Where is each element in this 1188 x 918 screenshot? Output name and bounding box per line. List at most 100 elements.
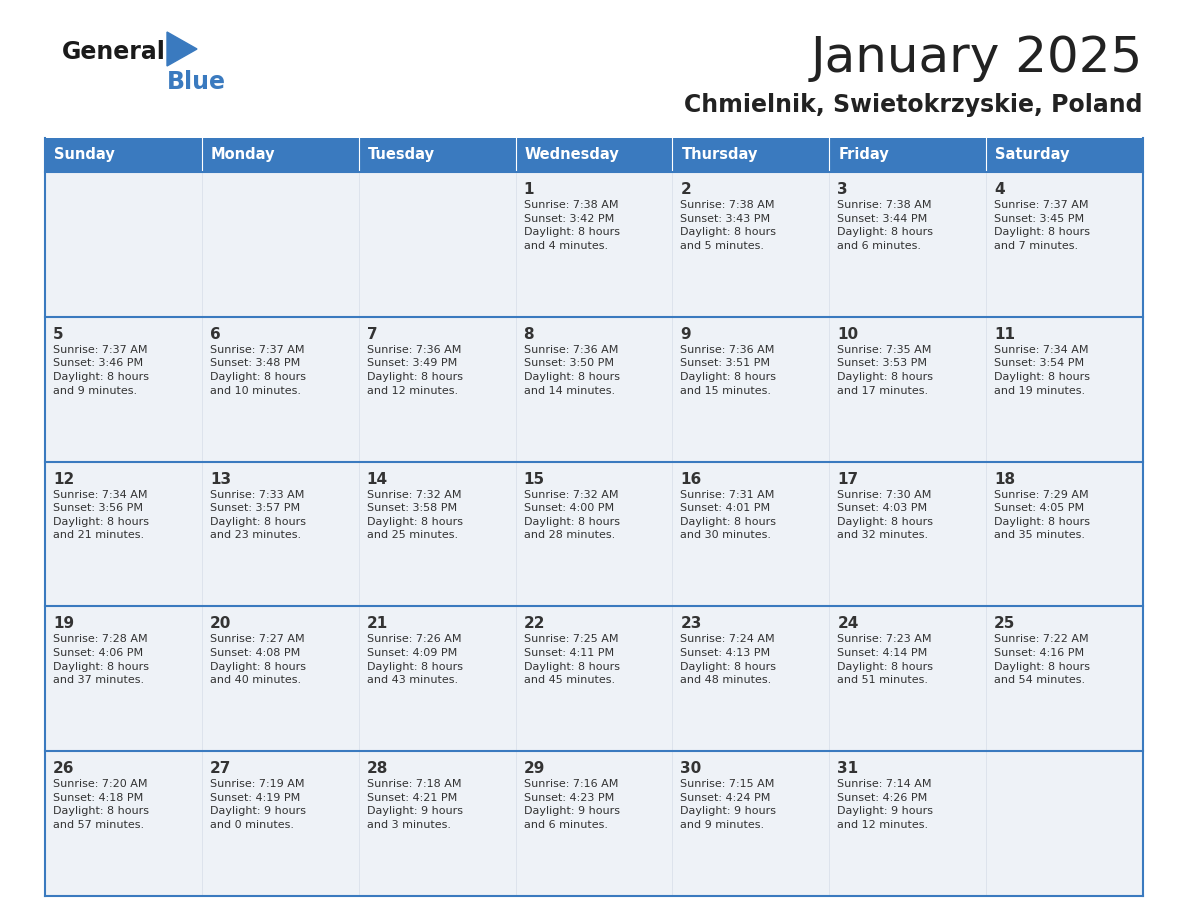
Text: 26: 26 <box>53 761 75 777</box>
Bar <box>359 138 516 172</box>
Bar <box>672 751 829 896</box>
Bar <box>359 172 516 317</box>
Bar <box>672 138 829 172</box>
Text: 20: 20 <box>210 616 232 632</box>
Bar <box>45 172 202 317</box>
Text: 22: 22 <box>524 616 545 632</box>
Text: Wednesday: Wednesday <box>525 148 619 162</box>
Text: Sunrise: 7:19 AM
Sunset: 4:19 PM
Daylight: 9 hours
and 0 minutes.: Sunrise: 7:19 AM Sunset: 4:19 PM Dayligh… <box>210 779 305 830</box>
Bar <box>359 317 516 462</box>
Text: 25: 25 <box>994 616 1016 632</box>
Bar <box>359 607 516 751</box>
Text: Sunrise: 7:22 AM
Sunset: 4:16 PM
Daylight: 8 hours
and 54 minutes.: Sunrise: 7:22 AM Sunset: 4:16 PM Dayligh… <box>994 634 1091 685</box>
Text: 18: 18 <box>994 472 1016 487</box>
Text: Sunrise: 7:35 AM
Sunset: 3:53 PM
Daylight: 8 hours
and 17 minutes.: Sunrise: 7:35 AM Sunset: 3:53 PM Dayligh… <box>838 345 934 396</box>
Bar <box>672 172 829 317</box>
Text: 19: 19 <box>53 616 74 632</box>
Text: 5: 5 <box>53 327 64 341</box>
Bar <box>516 172 672 317</box>
Bar <box>45 751 202 896</box>
Text: 31: 31 <box>838 761 859 777</box>
Text: Sunrise: 7:36 AM
Sunset: 3:51 PM
Daylight: 8 hours
and 15 minutes.: Sunrise: 7:36 AM Sunset: 3:51 PM Dayligh… <box>681 345 777 396</box>
Text: Sunrise: 7:36 AM
Sunset: 3:49 PM
Daylight: 8 hours
and 12 minutes.: Sunrise: 7:36 AM Sunset: 3:49 PM Dayligh… <box>367 345 462 396</box>
Text: Sunrise: 7:33 AM
Sunset: 3:57 PM
Daylight: 8 hours
and 23 minutes.: Sunrise: 7:33 AM Sunset: 3:57 PM Dayligh… <box>210 489 305 541</box>
Bar <box>359 751 516 896</box>
Bar <box>829 317 986 462</box>
Bar <box>829 462 986 607</box>
Bar <box>45 317 202 462</box>
Bar <box>516 751 672 896</box>
Text: 7: 7 <box>367 327 378 341</box>
Bar <box>986 138 1143 172</box>
Bar <box>45 138 202 172</box>
Text: Friday: Friday <box>839 148 889 162</box>
Text: 15: 15 <box>524 472 544 487</box>
Text: Sunrise: 7:27 AM
Sunset: 4:08 PM
Daylight: 8 hours
and 40 minutes.: Sunrise: 7:27 AM Sunset: 4:08 PM Dayligh… <box>210 634 305 685</box>
Bar <box>202 138 359 172</box>
Text: Sunrise: 7:15 AM
Sunset: 4:24 PM
Daylight: 9 hours
and 9 minutes.: Sunrise: 7:15 AM Sunset: 4:24 PM Dayligh… <box>681 779 777 830</box>
Text: Sunrise: 7:26 AM
Sunset: 4:09 PM
Daylight: 8 hours
and 43 minutes.: Sunrise: 7:26 AM Sunset: 4:09 PM Dayligh… <box>367 634 462 685</box>
Bar <box>202 462 359 607</box>
Text: Sunrise: 7:31 AM
Sunset: 4:01 PM
Daylight: 8 hours
and 30 minutes.: Sunrise: 7:31 AM Sunset: 4:01 PM Dayligh… <box>681 489 777 541</box>
Text: 29: 29 <box>524 761 545 777</box>
Text: 27: 27 <box>210 761 232 777</box>
Text: January 2025: January 2025 <box>810 34 1143 82</box>
Text: Chmielnik, Swietokrzyskie, Poland: Chmielnik, Swietokrzyskie, Poland <box>684 93 1143 117</box>
Text: Sunrise: 7:32 AM
Sunset: 4:00 PM
Daylight: 8 hours
and 28 minutes.: Sunrise: 7:32 AM Sunset: 4:00 PM Dayligh… <box>524 489 620 541</box>
Text: Tuesday: Tuesday <box>368 148 435 162</box>
Text: Sunrise: 7:29 AM
Sunset: 4:05 PM
Daylight: 8 hours
and 35 minutes.: Sunrise: 7:29 AM Sunset: 4:05 PM Dayligh… <box>994 489 1091 541</box>
Bar <box>986 607 1143 751</box>
Bar <box>202 607 359 751</box>
Bar <box>829 607 986 751</box>
Text: Sunrise: 7:38 AM
Sunset: 3:42 PM
Daylight: 8 hours
and 4 minutes.: Sunrise: 7:38 AM Sunset: 3:42 PM Dayligh… <box>524 200 620 251</box>
Text: 3: 3 <box>838 182 848 197</box>
Text: 17: 17 <box>838 472 859 487</box>
Text: 21: 21 <box>367 616 388 632</box>
Text: Sunrise: 7:37 AM
Sunset: 3:48 PM
Daylight: 8 hours
and 10 minutes.: Sunrise: 7:37 AM Sunset: 3:48 PM Dayligh… <box>210 345 305 396</box>
Text: Sunrise: 7:14 AM
Sunset: 4:26 PM
Daylight: 9 hours
and 12 minutes.: Sunrise: 7:14 AM Sunset: 4:26 PM Dayligh… <box>838 779 934 830</box>
Text: 12: 12 <box>53 472 74 487</box>
Bar <box>986 462 1143 607</box>
Text: Sunrise: 7:28 AM
Sunset: 4:06 PM
Daylight: 8 hours
and 37 minutes.: Sunrise: 7:28 AM Sunset: 4:06 PM Dayligh… <box>53 634 148 685</box>
Text: Sunrise: 7:24 AM
Sunset: 4:13 PM
Daylight: 8 hours
and 48 minutes.: Sunrise: 7:24 AM Sunset: 4:13 PM Dayligh… <box>681 634 777 685</box>
Text: 6: 6 <box>210 327 221 341</box>
Bar <box>516 138 672 172</box>
Text: Sunrise: 7:16 AM
Sunset: 4:23 PM
Daylight: 9 hours
and 6 minutes.: Sunrise: 7:16 AM Sunset: 4:23 PM Dayligh… <box>524 779 620 830</box>
Text: 8: 8 <box>524 327 535 341</box>
Text: Sunrise: 7:30 AM
Sunset: 4:03 PM
Daylight: 8 hours
and 32 minutes.: Sunrise: 7:30 AM Sunset: 4:03 PM Dayligh… <box>838 489 934 541</box>
Text: Sunrise: 7:38 AM
Sunset: 3:44 PM
Daylight: 8 hours
and 6 minutes.: Sunrise: 7:38 AM Sunset: 3:44 PM Dayligh… <box>838 200 934 251</box>
Text: 9: 9 <box>681 327 691 341</box>
Text: Thursday: Thursday <box>682 148 758 162</box>
Bar <box>829 172 986 317</box>
Text: 28: 28 <box>367 761 388 777</box>
Bar <box>672 462 829 607</box>
Text: Sunrise: 7:32 AM
Sunset: 3:58 PM
Daylight: 8 hours
and 25 minutes.: Sunrise: 7:32 AM Sunset: 3:58 PM Dayligh… <box>367 489 462 541</box>
Bar <box>45 462 202 607</box>
Text: 24: 24 <box>838 616 859 632</box>
Text: Sunrise: 7:20 AM
Sunset: 4:18 PM
Daylight: 8 hours
and 57 minutes.: Sunrise: 7:20 AM Sunset: 4:18 PM Dayligh… <box>53 779 148 830</box>
Bar <box>829 138 986 172</box>
Text: 23: 23 <box>681 616 702 632</box>
Bar <box>516 607 672 751</box>
Bar <box>516 317 672 462</box>
Text: Sunrise: 7:25 AM
Sunset: 4:11 PM
Daylight: 8 hours
and 45 minutes.: Sunrise: 7:25 AM Sunset: 4:11 PM Dayligh… <box>524 634 620 685</box>
Text: 10: 10 <box>838 327 859 341</box>
Text: 16: 16 <box>681 472 702 487</box>
Text: Saturday: Saturday <box>996 148 1069 162</box>
Bar <box>202 317 359 462</box>
Text: 11: 11 <box>994 327 1015 341</box>
Text: Blue: Blue <box>168 70 226 94</box>
Text: Sunrise: 7:37 AM
Sunset: 3:46 PM
Daylight: 8 hours
and 9 minutes.: Sunrise: 7:37 AM Sunset: 3:46 PM Dayligh… <box>53 345 148 396</box>
Bar <box>359 462 516 607</box>
Text: 4: 4 <box>994 182 1005 197</box>
Bar <box>672 317 829 462</box>
Bar <box>202 172 359 317</box>
Bar <box>829 751 986 896</box>
Text: Sunrise: 7:34 AM
Sunset: 3:54 PM
Daylight: 8 hours
and 19 minutes.: Sunrise: 7:34 AM Sunset: 3:54 PM Dayligh… <box>994 345 1091 396</box>
Bar <box>986 317 1143 462</box>
Bar <box>986 751 1143 896</box>
Bar <box>672 607 829 751</box>
Text: 14: 14 <box>367 472 387 487</box>
Bar <box>516 462 672 607</box>
Text: Sunrise: 7:38 AM
Sunset: 3:43 PM
Daylight: 8 hours
and 5 minutes.: Sunrise: 7:38 AM Sunset: 3:43 PM Dayligh… <box>681 200 777 251</box>
